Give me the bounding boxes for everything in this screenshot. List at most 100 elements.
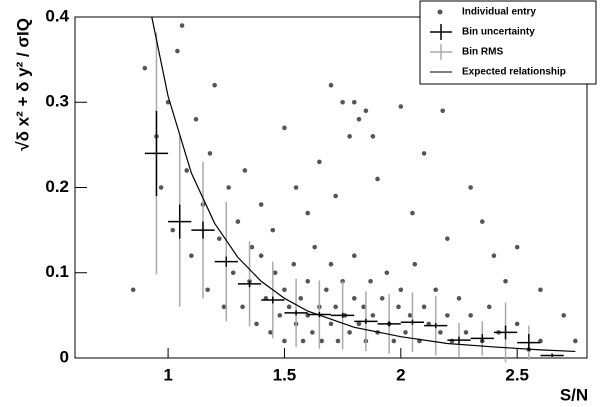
- point: [412, 261, 418, 267]
- point: [468, 185, 473, 190]
- point: [340, 99, 345, 105]
- point: [230, 270, 236, 276]
- point: [242, 168, 248, 173]
- point: [573, 338, 578, 344]
- point: [445, 313, 450, 318]
- point: [398, 104, 404, 109]
- y-tick-label: 0.4: [45, 6, 69, 25]
- point: [310, 330, 315, 335]
- x-tick-label: 1: [163, 365, 172, 384]
- point: [351, 296, 357, 301]
- point: [221, 304, 227, 310]
- point: [226, 185, 231, 190]
- point: [421, 304, 427, 310]
- point: [333, 193, 338, 199]
- point: [491, 253, 497, 258]
- point: [282, 287, 287, 293]
- point: [449, 338, 455, 344]
- point: [328, 82, 334, 88]
- point: [410, 210, 415, 216]
- point: [351, 99, 357, 105]
- point: [514, 321, 520, 327]
- point: [293, 185, 299, 190]
- point: [356, 117, 362, 122]
- point: [347, 134, 352, 139]
- point: [282, 338, 287, 344]
- point: [398, 287, 404, 293]
- point: [305, 278, 311, 284]
- point: [286, 304, 292, 310]
- legend-label: Individual entry: [462, 7, 536, 18]
- point: [468, 313, 473, 318]
- legend-label: Bin uncertainty: [462, 27, 535, 38]
- point: [396, 304, 401, 310]
- point: [347, 330, 352, 335]
- point: [403, 330, 408, 335]
- expected-curve: [151, 16, 576, 353]
- point: [170, 227, 176, 233]
- point: [205, 287, 210, 293]
- point: [158, 185, 164, 190]
- point: [433, 287, 439, 293]
- legend-label: Expected relationship: [462, 67, 566, 78]
- point: [277, 313, 283, 318]
- point: [514, 244, 520, 250]
- point: [175, 48, 180, 54]
- point: [207, 151, 213, 156]
- point: [258, 253, 264, 258]
- point: [328, 321, 334, 327]
- point: [445, 236, 450, 241]
- legend-label: Bin RMS: [462, 47, 503, 58]
- point: [142, 65, 148, 71]
- x-tick-label: 1.5: [273, 365, 297, 384]
- point: [324, 287, 329, 293]
- y-tick-label: 0.2: [45, 177, 69, 196]
- point: [291, 261, 297, 267]
- point: [193, 117, 199, 122]
- point: [282, 125, 287, 131]
- point: [179, 23, 185, 28]
- point: [328, 261, 334, 267]
- point: [189, 253, 194, 258]
- point: [335, 338, 341, 344]
- point: [305, 210, 311, 216]
- point: [438, 330, 443, 335]
- point: [298, 296, 304, 301]
- point: [370, 313, 376, 318]
- point: [317, 159, 322, 165]
- y-tick-label: 0.3: [45, 92, 69, 111]
- point: [319, 338, 324, 344]
- point: [391, 338, 397, 344]
- legend-marker: [437, 9, 443, 15]
- point: [407, 313, 413, 318]
- point: [379, 296, 385, 301]
- point: [368, 278, 373, 284]
- point: [305, 313, 311, 318]
- point: [538, 287, 543, 293]
- legend-box: [419, 0, 597, 85]
- point: [463, 330, 469, 335]
- point: [356, 321, 362, 327]
- point: [216, 236, 222, 241]
- point: [249, 244, 255, 250]
- point: [235, 219, 241, 224]
- point: [384, 270, 390, 276]
- x-axis-label: S/N: [560, 385, 588, 404]
- point: [333, 304, 338, 310]
- y-axis-label: √δ x² + δ y² / σIQ: [13, 18, 32, 151]
- point: [479, 219, 485, 224]
- point: [268, 330, 273, 335]
- point: [370, 134, 376, 139]
- point: [561, 313, 567, 318]
- point: [258, 202, 264, 207]
- y-tick-label: 0.1: [45, 262, 69, 281]
- point: [212, 82, 217, 88]
- point: [254, 321, 259, 327]
- point: [130, 287, 136, 293]
- point: [312, 244, 318, 250]
- point: [184, 168, 190, 173]
- point: [440, 108, 446, 114]
- point: [375, 176, 380, 182]
- point: [361, 304, 366, 310]
